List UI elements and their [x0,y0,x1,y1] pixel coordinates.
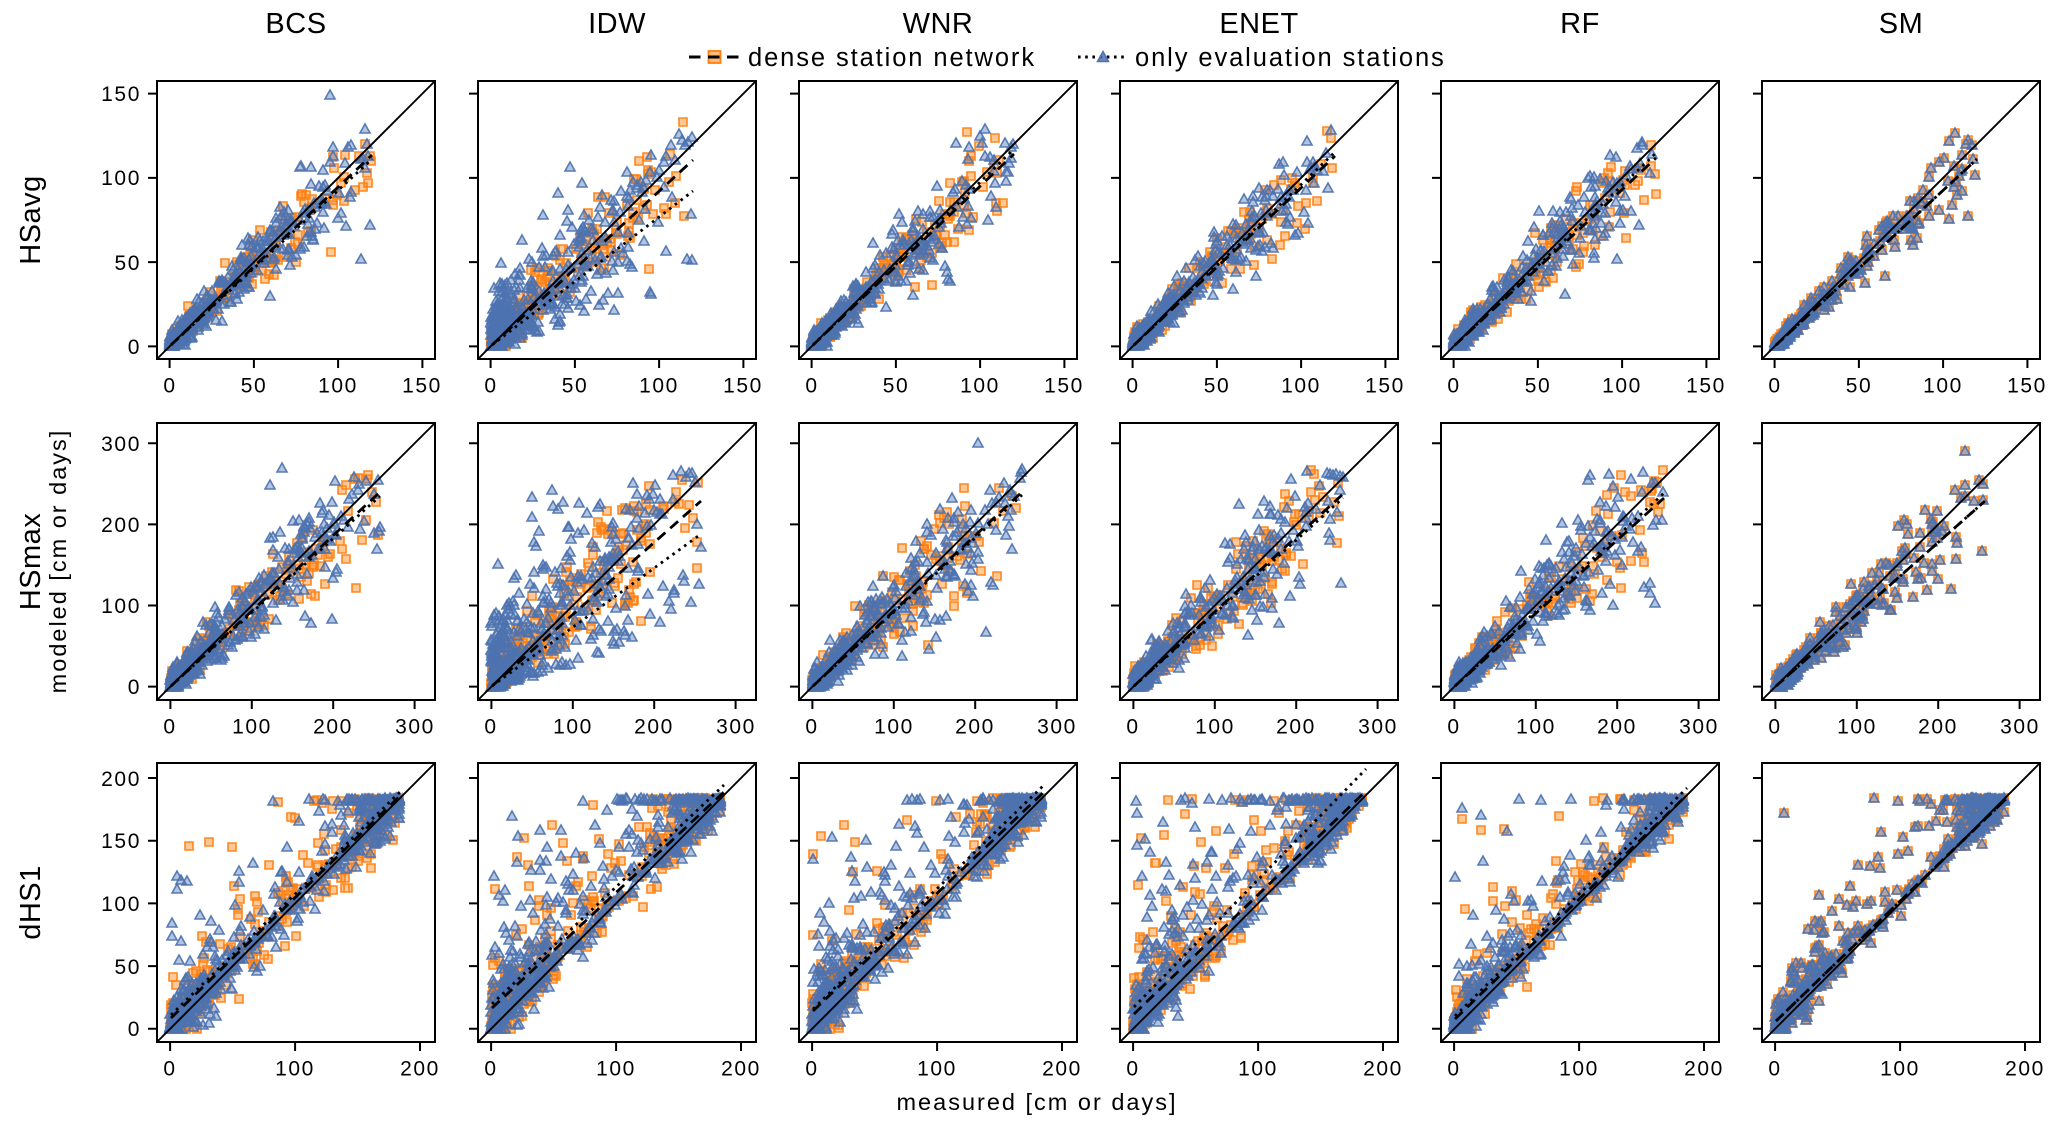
svg-text:only evaluation stations: only evaluation stations [1135,44,1446,72]
svg-text:200: 200 [101,768,141,791]
svg-text:50: 50 [114,252,141,275]
svg-text:300: 300 [1037,716,1077,739]
svg-text:200: 200 [1597,716,1637,739]
svg-text:150: 150 [723,375,763,398]
svg-text:100: 100 [553,716,593,739]
svg-text:100: 100 [1238,1058,1278,1081]
svg-text:0: 0 [1768,375,1781,398]
svg-text:300: 300 [1358,716,1398,739]
svg-text:0: 0 [163,375,176,398]
svg-text:150: 150 [1044,375,1084,398]
svg-text:50: 50 [1525,375,1552,398]
svg-text:0: 0 [128,336,141,359]
svg-text:100: 100 [874,716,914,739]
svg-text:100: 100 [1516,716,1556,739]
svg-text:0: 0 [1126,716,1139,739]
svg-text:100: 100 [960,375,1000,398]
svg-text:200: 200 [1276,716,1316,739]
svg-text:300: 300 [2000,716,2040,739]
svg-text:0: 0 [1768,716,1781,739]
svg-text:dense station network: dense station network [748,44,1036,72]
svg-text:0: 0 [484,1058,497,1081]
svg-text:100: 100 [1281,375,1321,398]
svg-text:300: 300 [716,716,756,739]
svg-text:HSmax: HSmax [15,513,47,611]
svg-text:150: 150 [1365,375,1405,398]
svg-text:0: 0 [805,375,818,398]
svg-text:150: 150 [402,375,442,398]
svg-text:0: 0 [1768,1058,1781,1081]
svg-text:100: 100 [232,716,272,739]
svg-text:50: 50 [883,375,910,398]
svg-text:100: 100 [1602,375,1642,398]
svg-text:100: 100 [101,167,141,190]
svg-text:100: 100 [275,1058,315,1081]
svg-text:200: 200 [1042,1058,1082,1081]
svg-text:0: 0 [1447,716,1460,739]
svg-text:measured [cm or days]: measured [cm or days] [896,1089,1177,1115]
svg-text:200: 200 [101,514,141,537]
svg-text:0: 0 [1447,375,1460,398]
svg-text:150: 150 [1686,375,1726,398]
svg-text:IDW: IDW [588,8,646,40]
svg-text:50: 50 [241,375,268,398]
svg-text:200: 200 [634,716,674,739]
svg-text:50: 50 [1204,375,1231,398]
svg-text:100: 100 [101,893,141,916]
svg-text:100: 100 [639,375,679,398]
svg-text:100: 100 [1880,1058,1920,1081]
svg-text:BCS: BCS [265,8,326,40]
svg-text:ENET: ENET [1219,8,1298,40]
svg-text:200: 200 [400,1058,440,1081]
svg-text:50: 50 [1846,375,1873,398]
svg-text:100: 100 [1837,716,1877,739]
svg-text:100: 100 [917,1058,957,1081]
svg-text:100: 100 [1559,1058,1599,1081]
svg-text:50: 50 [114,956,141,979]
svg-text:modeled [cm or days]: modeled [cm or days] [45,429,71,694]
svg-text:0: 0 [805,716,818,739]
svg-text:50: 50 [562,375,589,398]
svg-text:0: 0 [1126,1058,1139,1081]
svg-text:RF: RF [1560,8,1600,40]
svg-text:200: 200 [313,716,353,739]
svg-text:200: 200 [1918,716,1958,739]
svg-text:200: 200 [1684,1058,1724,1081]
svg-text:150: 150 [101,83,141,106]
svg-text:150: 150 [2007,375,2047,398]
svg-text:200: 200 [2005,1058,2045,1081]
svg-text:HSavg: HSavg [15,175,47,265]
svg-text:100: 100 [101,595,141,618]
svg-text:200: 200 [955,716,995,739]
svg-text:0: 0 [1447,1058,1460,1081]
svg-text:0: 0 [1126,375,1139,398]
svg-text:0: 0 [128,676,141,699]
svg-text:100: 100 [318,375,358,398]
svg-text:0: 0 [484,375,497,398]
svg-text:0: 0 [163,716,176,739]
svg-text:0: 0 [805,1058,818,1081]
svg-text:100: 100 [1923,375,1963,398]
svg-text:100: 100 [1195,716,1235,739]
svg-text:200: 200 [721,1058,761,1081]
svg-text:300: 300 [395,716,435,739]
svg-text:0: 0 [128,1018,141,1041]
svg-text:0: 0 [484,716,497,739]
svg-text:200: 200 [1363,1058,1403,1081]
svg-text:150: 150 [101,830,141,853]
svg-text:100: 100 [596,1058,636,1081]
svg-text:300: 300 [101,433,141,456]
svg-text:SM: SM [1879,8,1924,40]
svg-text:dHS1: dHS1 [15,865,47,940]
svg-text:WNR: WNR [903,8,974,40]
svg-text:300: 300 [1679,716,1719,739]
svg-text:0: 0 [163,1058,176,1081]
